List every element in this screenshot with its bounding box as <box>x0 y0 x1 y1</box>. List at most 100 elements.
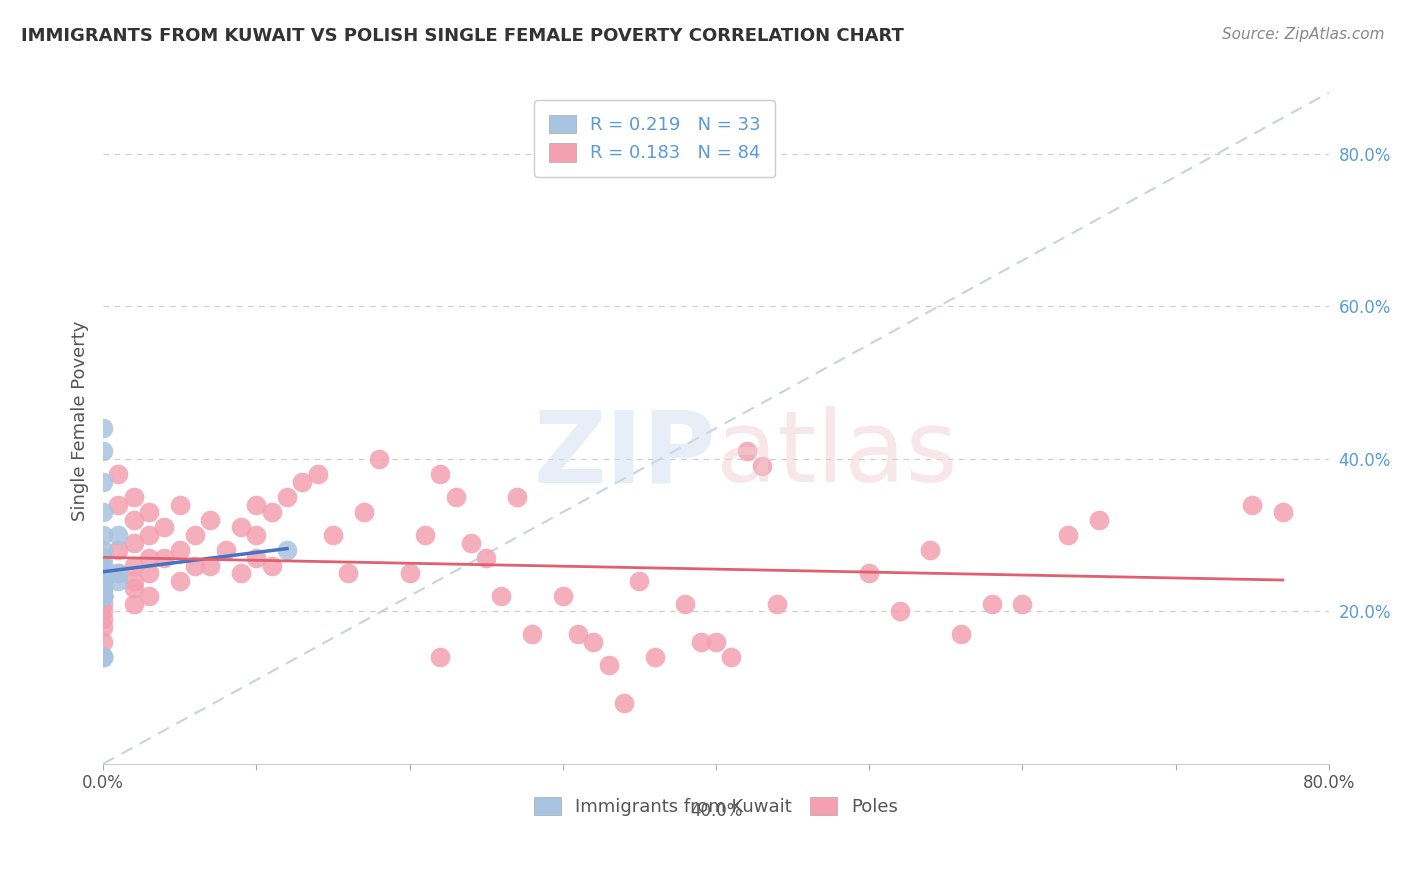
Point <box>229 566 252 581</box>
Point <box>444 490 467 504</box>
Legend: Immigrants from Kuwait, Poles: Immigrants from Kuwait, Poles <box>526 789 905 823</box>
Point <box>689 635 711 649</box>
Point <box>91 566 114 581</box>
Point <box>107 574 129 588</box>
Point <box>91 650 114 665</box>
Point <box>91 619 114 633</box>
Point <box>460 535 482 549</box>
Point <box>91 574 114 588</box>
Point <box>91 589 114 603</box>
Point <box>91 589 114 603</box>
Point <box>91 574 114 588</box>
Point <box>91 528 114 542</box>
Point <box>644 650 666 665</box>
Text: 40.0%: 40.0% <box>690 802 742 820</box>
Point <box>91 582 114 596</box>
Point <box>1057 528 1080 542</box>
Point <box>1271 505 1294 519</box>
Point <box>276 490 298 504</box>
Point <box>91 558 114 573</box>
Point <box>107 498 129 512</box>
Point <box>429 467 451 481</box>
Point <box>91 582 114 596</box>
Point <box>91 589 114 603</box>
Point <box>582 635 605 649</box>
Text: IMMIGRANTS FROM KUWAIT VS POLISH SINGLE FEMALE POVERTY CORRELATION CHART: IMMIGRANTS FROM KUWAIT VS POLISH SINGLE … <box>21 27 904 45</box>
Point <box>398 566 420 581</box>
Point <box>858 566 880 581</box>
Point <box>91 566 114 581</box>
Point <box>107 566 129 581</box>
Point <box>613 696 636 710</box>
Point <box>1011 597 1033 611</box>
Point <box>91 650 114 665</box>
Point <box>91 589 114 603</box>
Point <box>122 490 145 504</box>
Point <box>91 566 114 581</box>
Point <box>91 566 114 581</box>
Point <box>184 558 207 573</box>
Text: atlas: atlas <box>716 407 957 503</box>
Point <box>91 574 114 588</box>
Point <box>122 582 145 596</box>
Point <box>91 550 114 565</box>
Point <box>122 535 145 549</box>
Point <box>138 528 160 542</box>
Point <box>91 543 114 558</box>
Point <box>551 589 574 603</box>
Point <box>367 451 389 466</box>
Point <box>950 627 973 641</box>
Point <box>153 550 176 565</box>
Point <box>307 467 329 481</box>
Point <box>122 597 145 611</box>
Point <box>91 566 114 581</box>
Y-axis label: Single Female Poverty: Single Female Poverty <box>72 320 89 521</box>
Point <box>598 657 620 672</box>
Point <box>91 558 114 573</box>
Point <box>889 604 911 618</box>
Point <box>91 650 114 665</box>
Point <box>91 589 114 603</box>
Point <box>107 467 129 481</box>
Point <box>122 574 145 588</box>
Point <box>720 650 742 665</box>
Point <box>353 505 375 519</box>
Point <box>491 589 513 603</box>
Point <box>506 490 529 504</box>
Point <box>169 574 191 588</box>
Text: ZIP: ZIP <box>533 407 716 503</box>
Point <box>91 612 114 626</box>
Point <box>91 421 114 435</box>
Point <box>138 505 160 519</box>
Point <box>673 597 696 611</box>
Point <box>91 589 114 603</box>
Point <box>184 528 207 542</box>
Point <box>91 597 114 611</box>
Point <box>920 543 942 558</box>
Point <box>980 597 1002 611</box>
Point <box>169 543 191 558</box>
Point <box>91 475 114 489</box>
Point <box>413 528 436 542</box>
Point <box>200 558 222 573</box>
Point <box>245 528 267 542</box>
Point <box>276 543 298 558</box>
Point <box>751 459 773 474</box>
Point <box>107 566 129 581</box>
Point <box>91 589 114 603</box>
Point <box>200 513 222 527</box>
Point <box>260 558 283 573</box>
Point <box>91 582 114 596</box>
Point <box>107 528 129 542</box>
Point <box>229 520 252 534</box>
Point <box>429 650 451 665</box>
Point <box>122 558 145 573</box>
Point <box>322 528 344 542</box>
Point <box>138 550 160 565</box>
Point <box>153 520 176 534</box>
Point <box>107 543 129 558</box>
Point <box>91 444 114 458</box>
Point <box>245 550 267 565</box>
Point <box>215 543 238 558</box>
Point <box>291 475 314 489</box>
